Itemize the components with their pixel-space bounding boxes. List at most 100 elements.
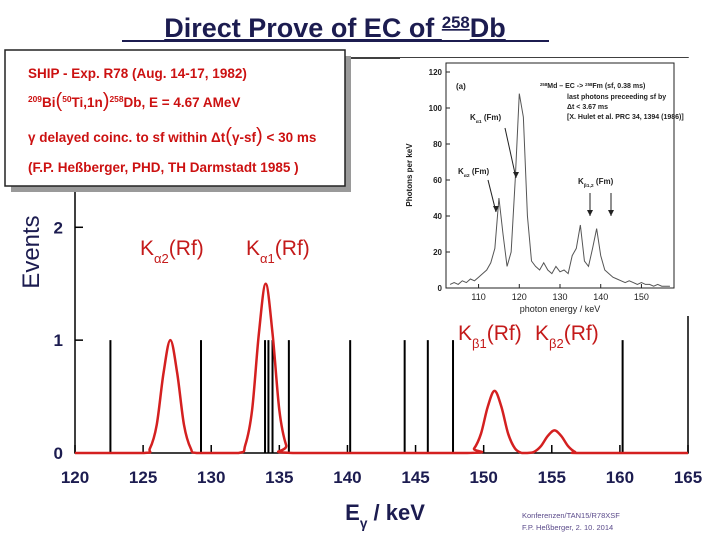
text-part: [X. Hulet et al. PRC 34, 1394 (1986)] <box>567 114 684 121</box>
peak-label: Kβ2(Rf) <box>535 322 599 351</box>
x-tick-label: 125 <box>129 468 157 487</box>
inset-x-tick-label: 130 <box>552 292 567 302</box>
y-tick-label: 0 <box>54 444 63 463</box>
box-frame <box>4 49 346 187</box>
inset-peak-label: Kα2 (Fm) <box>458 167 489 179</box>
arrow <box>504 127 517 179</box>
info-line: γ delayed coinc. to sf within Δt(γ-sf) <… <box>28 125 316 147</box>
text-part: α1 <box>260 251 275 266</box>
inset-y-tick-label: 120 <box>429 68 443 77</box>
inset-y-tick-label: 100 <box>429 104 443 113</box>
arrow-head <box>513 172 519 178</box>
text-part: Bi <box>42 95 56 110</box>
text-part: E <box>345 500 360 525</box>
x-tick-label: 155 <box>538 468 566 487</box>
inset-note: [X. Hulet et al. PRC 34, 1394 (1986)] <box>567 114 684 121</box>
text-part: ) <box>103 90 110 112</box>
text-part: ( <box>225 125 232 147</box>
peak-label: Kα2(Rf) <box>140 237 204 266</box>
text-part: 258 <box>110 94 124 104</box>
text-part: (Rf) <box>169 237 204 260</box>
inset-chart: 110 120 130 140 150 0 20 40 60 80 100 120 (a) 258Md –… <box>400 58 692 316</box>
inset-x-tick-label: 110 <box>471 292 485 302</box>
text-part: K <box>140 237 154 260</box>
text-part: γ delayed coinc. to sf within Δt <box>28 130 226 145</box>
text-part: (Fm) <box>594 177 614 186</box>
text-part: 50 <box>62 94 72 104</box>
text-part: γ <box>360 516 368 531</box>
inset-panel-label: (a) <box>456 82 466 91</box>
text-part: α2 <box>464 173 470 179</box>
inset-background <box>400 58 692 316</box>
text-part: K <box>470 113 476 122</box>
x-tick-label: 160 <box>606 468 634 487</box>
text-part: last photons preceeding sf by <box>567 94 666 101</box>
text-part: (Rf) <box>487 322 522 345</box>
text-part: Direct Prove of EC of <box>164 13 442 43</box>
inset-note: last photons preceeding sf by <box>567 94 666 101</box>
footer-text: Konferenzen/TAN15/R78XSF <box>522 511 620 520</box>
text-part: β1,2 <box>584 183 594 189</box>
text-part: α1 <box>476 119 482 125</box>
info-line: SHIP - Exp. R78 (Aug. 14-17, 1982) <box>28 66 247 81</box>
text-part: K <box>458 167 464 176</box>
arrow-head <box>608 210 614 216</box>
x-tick-label: 150 <box>469 468 497 487</box>
text-part: ) <box>256 125 263 147</box>
text-part: K <box>578 177 584 186</box>
inset-y-tick-label: 60 <box>433 176 442 185</box>
text-part: / keV <box>367 500 425 525</box>
text-part: < 30 ms <box>263 130 317 145</box>
text-part: (Rf) <box>564 322 599 345</box>
text-part: 258 <box>442 13 470 32</box>
fit-curve <box>75 282 688 455</box>
x-tick-label: 135 <box>265 468 293 487</box>
info-line: (F.P. Heßberger, PHD, TH Darmstadt 1985 … <box>28 160 299 175</box>
info-line: 209Bi(50Ti,1n)258Db, E = 4.67 AMeV <box>28 90 240 112</box>
text-part: (Fm) <box>470 167 490 176</box>
text-part: Db, E = 4.67 AMeV <box>123 95 240 110</box>
x-tick-label: 120 <box>61 468 89 487</box>
text-part: Db <box>470 13 506 43</box>
peak-label: Kβ1(Rf) <box>458 322 522 351</box>
text-part: (Fm) <box>482 113 502 122</box>
peak-label: Kα1(Rf) <box>246 237 310 266</box>
text-part: 258 <box>540 82 548 87</box>
text-part: (Rf) <box>275 237 310 260</box>
inset-peak-label: Kα1 (Fm) <box>470 113 501 125</box>
text-part: Ti,1n <box>72 95 103 110</box>
text-part: 258 <box>585 82 593 87</box>
inset-x-axis-label: photon energy / keV <box>520 304 601 314</box>
inset-note: Δt < 3.67 ms <box>567 104 608 111</box>
inset-x-tick-label: 140 <box>593 292 608 302</box>
chart-title: Direct Prove of EC of 258Db <box>164 13 505 44</box>
text-part: K <box>535 322 549 345</box>
y-axis-label: Events <box>18 215 45 288</box>
text-part: ( <box>55 90 62 112</box>
arrow-head <box>493 206 499 212</box>
inset-y-tick-label: 0 <box>438 284 443 293</box>
text-part: (F.P. Heßberger, PHD, TH Darmstadt 1985 … <box>28 160 299 175</box>
y-tick-label: 2 <box>54 218 63 237</box>
text-part: 209 <box>28 94 42 104</box>
text-part: β1 <box>472 336 487 351</box>
inset-x-tick-label: 120 <box>512 292 527 302</box>
inset-spectrum <box>449 93 670 287</box>
arrow-head <box>587 210 593 216</box>
inset-note: 258Md – EC -> 258Fm (sf, 0.38 ms) <box>540 82 645 91</box>
y-tick-label: 1 <box>54 331 63 350</box>
inset-y-axis-label: Photons per keV <box>405 143 414 207</box>
text-part: γ-sf <box>232 130 257 145</box>
x-tick-label: 130 <box>197 468 225 487</box>
x-tick-label: 165 <box>674 468 702 487</box>
text-part: Δt < 3.67 ms <box>567 104 608 111</box>
x-tick-label: 145 <box>401 468 429 487</box>
inset-x-tick-label: 150 <box>634 292 649 302</box>
inset-y-tick-label: 40 <box>433 212 442 221</box>
x-tick-label: 140 <box>333 468 361 487</box>
inset-peak-label: Kβ1,2 (Fm) <box>578 177 614 189</box>
main-chart: 120 125 130 135 140 145 150 155 160 165012Kα2(Rf)… <box>18 13 702 531</box>
inset-y-tick-label: 20 <box>433 248 442 257</box>
text-part: SHIP - Exp. R78 (Aug. 14-17, 1982) <box>28 66 247 81</box>
